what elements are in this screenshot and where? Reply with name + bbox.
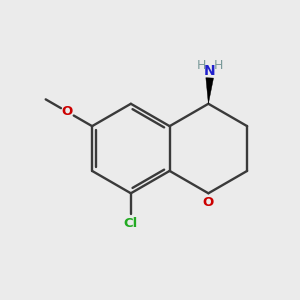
Text: O: O — [61, 105, 72, 118]
Text: H: H — [196, 59, 206, 72]
Text: O: O — [203, 196, 214, 208]
Text: H: H — [214, 59, 224, 72]
Text: Cl: Cl — [124, 217, 138, 230]
Text: N: N — [204, 64, 216, 78]
Polygon shape — [206, 78, 214, 104]
